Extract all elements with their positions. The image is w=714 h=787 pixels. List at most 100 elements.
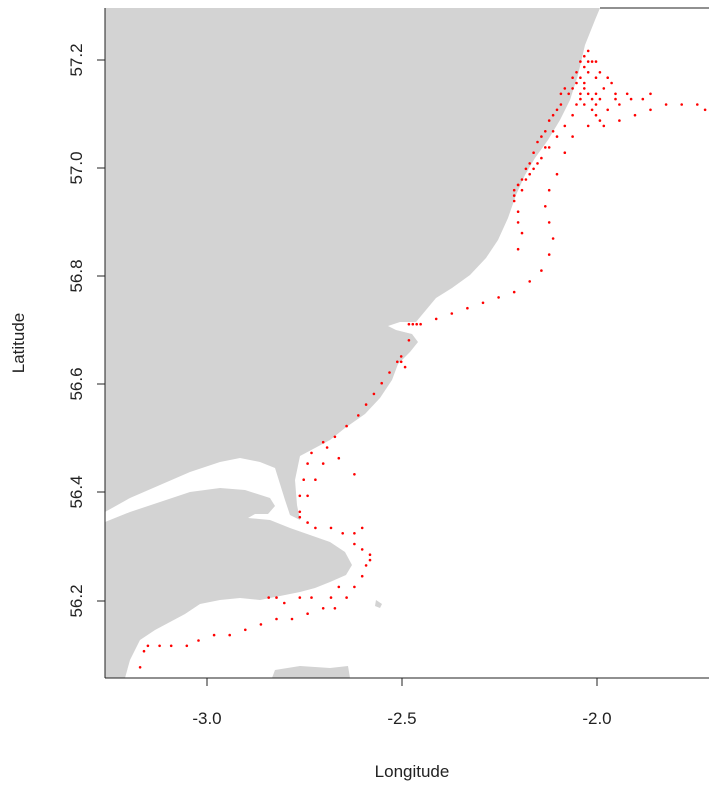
y-tick-label: 57.0 — [67, 151, 86, 184]
track-point — [606, 108, 609, 112]
track-point — [353, 473, 356, 476]
track-point — [590, 97, 594, 101]
track-point — [649, 92, 652, 96]
track-point — [614, 97, 617, 101]
track-point — [590, 60, 594, 63]
y-tick-label: 56.4 — [67, 475, 86, 508]
track-point — [364, 564, 368, 567]
track-point — [586, 92, 590, 96]
track-point — [321, 462, 325, 465]
track-point — [380, 381, 384, 385]
track-point — [212, 633, 216, 637]
track-point — [399, 360, 403, 364]
track-point — [516, 183, 520, 187]
track-point — [372, 392, 376, 396]
track-point — [399, 355, 403, 358]
track-point — [481, 301, 485, 305]
track-point — [197, 639, 200, 642]
track-point — [528, 280, 531, 283]
track-point — [146, 644, 150, 648]
track-point — [516, 221, 520, 224]
track-point — [360, 574, 364, 578]
x-tick-label: -3.0 — [192, 709, 221, 728]
track-point — [544, 146, 547, 149]
track-point — [302, 478, 306, 482]
track-point — [244, 628, 247, 632]
track-point — [633, 113, 637, 117]
track-point — [559, 103, 563, 106]
track-point — [602, 124, 606, 128]
track-point — [594, 113, 598, 117]
track-point — [555, 135, 559, 138]
track-point — [703, 108, 707, 112]
track-point — [528, 172, 531, 176]
track-point — [290, 617, 294, 621]
track-point — [306, 612, 309, 615]
track-point — [583, 54, 586, 58]
y-tick-label: 56.6 — [67, 367, 86, 400]
track-point — [563, 87, 567, 90]
track-point — [664, 103, 668, 106]
track-point — [310, 451, 313, 455]
track-point — [551, 237, 555, 240]
track-point — [586, 124, 590, 128]
track-point — [544, 130, 547, 133]
track-point — [602, 87, 606, 90]
track-point — [411, 322, 415, 326]
track-point — [516, 210, 520, 213]
track-point — [228, 633, 231, 637]
track-point — [528, 162, 531, 165]
y-tick-label: 56.2 — [67, 584, 86, 617]
track-point — [536, 162, 539, 165]
track-point — [512, 194, 516, 197]
track-point — [353, 542, 356, 546]
track-point — [579, 76, 582, 79]
track-point — [329, 596, 333, 599]
y-tick-label: 56.8 — [67, 259, 86, 292]
track-point — [314, 478, 317, 482]
track-point — [598, 97, 602, 101]
track-point — [598, 119, 602, 122]
track-point — [594, 76, 598, 79]
track-point — [563, 124, 567, 128]
track-point — [551, 113, 555, 117]
land-south-edge — [272, 666, 350, 678]
track-point — [512, 290, 516, 294]
track-point — [419, 322, 422, 326]
track-point — [138, 666, 142, 669]
track-point — [567, 92, 570, 96]
track-point — [536, 140, 539, 144]
track-point — [325, 446, 329, 449]
track-point — [512, 188, 516, 192]
track-point — [575, 71, 578, 74]
track-point — [185, 644, 189, 648]
track-point — [524, 178, 528, 181]
x-axis-title: Longitude — [375, 762, 450, 781]
track-point — [571, 135, 574, 138]
track-point — [563, 151, 567, 154]
track-point — [434, 317, 438, 321]
land-south — [105, 488, 352, 678]
track-point — [532, 151, 535, 154]
track-point — [407, 339, 411, 342]
track-point — [547, 221, 551, 224]
track-point — [586, 60, 590, 63]
track-point — [590, 108, 594, 112]
track-point — [314, 526, 317, 530]
track-point — [575, 103, 578, 106]
track-point — [360, 548, 364, 551]
track-point — [337, 456, 341, 460]
track-point — [388, 371, 391, 374]
track-point — [345, 596, 348, 599]
track-point — [360, 526, 364, 530]
track-point — [450, 312, 454, 315]
track-point — [142, 649, 146, 653]
y-tick-label: 57.2 — [67, 43, 86, 76]
track-point — [353, 585, 356, 589]
y-axis-title: Latitude — [9, 313, 28, 374]
track-point — [586, 49, 590, 53]
track-point — [321, 440, 325, 444]
x-axis: -3.0 -2.5 -2.0 Longitude — [192, 678, 612, 781]
track-point — [341, 532, 345, 535]
